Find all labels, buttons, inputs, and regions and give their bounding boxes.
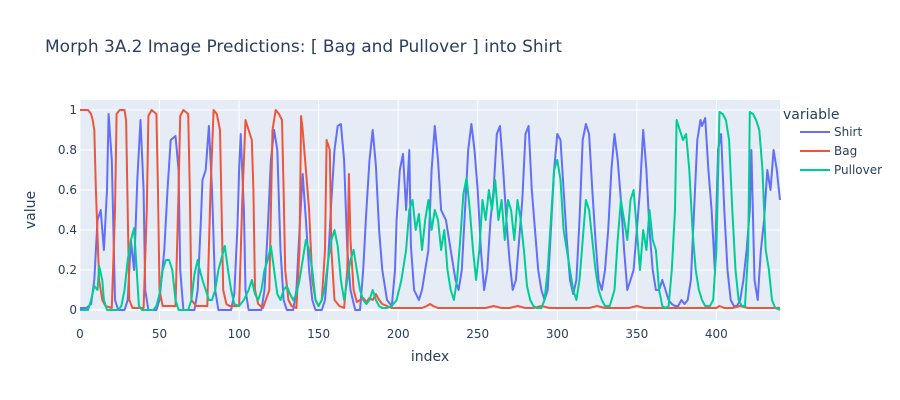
y-tick-label: 0.4 <box>58 223 77 237</box>
legend: variable Shirt Bag Pullover <box>783 107 882 177</box>
x-axis-title: index <box>411 349 449 365</box>
series-line-shirt[interactable] <box>80 113 781 311</box>
x-tick-label: 200 <box>387 327 410 341</box>
x-tick-label: 0 <box>76 327 84 341</box>
legend-item-pullover[interactable]: Pullover <box>800 163 882 177</box>
y-tick-label: 1 <box>69 103 77 117</box>
x-tick-label: 300 <box>546 327 569 341</box>
legend-label: Shirt <box>834 125 862 139</box>
legend-item-bag[interactable]: Bag <box>800 144 857 158</box>
x-tick-label: 400 <box>705 327 728 341</box>
y-tick-label: 0.2 <box>58 263 77 277</box>
series-lines <box>80 109 781 311</box>
y-tick-label: 0.6 <box>58 183 77 197</box>
legend-label: Pullover <box>834 163 882 177</box>
legend-title: variable <box>783 107 839 123</box>
x-tick-label: 50 <box>152 327 167 341</box>
series-line-pullover[interactable] <box>80 111 781 311</box>
legend-label: Bag <box>834 144 857 158</box>
y-axis-title: value <box>23 191 39 229</box>
x-tick-label: 350 <box>625 327 648 341</box>
grid <box>79 100 780 320</box>
x-tick-label: 250 <box>466 327 489 341</box>
y-tick-label: 0 <box>69 303 77 317</box>
legend-item-shirt[interactable]: Shirt <box>800 125 862 139</box>
x-axis-ticks: 0 50 100 150 200 250 300 350 400 <box>76 327 728 341</box>
chart-title: Morph 3A.2 Image Predictions: [ Bag and … <box>45 37 562 57</box>
y-axis-ticks: 0 0.2 0.4 0.6 0.8 1 <box>58 103 77 317</box>
y-tick-label: 0.8 <box>58 143 77 157</box>
x-tick-label: 150 <box>307 327 330 341</box>
x-tick-label: 100 <box>228 327 251 341</box>
